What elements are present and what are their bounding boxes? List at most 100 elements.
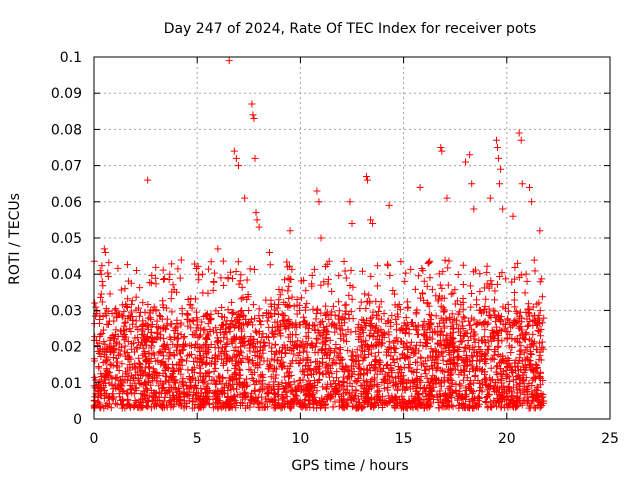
data-point — [249, 335, 257, 343]
data-point — [110, 317, 118, 325]
data-point — [238, 283, 246, 291]
data-point — [371, 398, 379, 406]
data-point — [476, 400, 484, 408]
data-point — [500, 357, 508, 365]
data-point — [198, 359, 206, 367]
data-point — [385, 338, 393, 346]
data-point — [381, 370, 389, 378]
data-point — [113, 338, 121, 346]
data-point — [147, 279, 155, 287]
data-point — [490, 397, 498, 405]
data-point — [287, 404, 295, 412]
data-point — [246, 265, 254, 273]
data-point — [338, 326, 346, 334]
data-point — [202, 335, 210, 343]
data-point — [127, 372, 135, 380]
data-point — [538, 293, 546, 301]
data-point — [211, 351, 219, 359]
data-point — [489, 401, 497, 409]
data-point — [312, 398, 320, 406]
data-point — [303, 340, 311, 348]
data-point — [459, 376, 467, 384]
data-point — [207, 316, 215, 324]
data-point — [418, 289, 426, 297]
data-point — [349, 315, 357, 323]
data-point — [382, 348, 390, 356]
data-point — [133, 266, 141, 274]
data-point — [493, 280, 501, 288]
data-point — [427, 311, 435, 319]
data-point — [317, 234, 325, 242]
data-point — [484, 319, 492, 327]
data-point — [530, 375, 538, 383]
data-point — [513, 386, 521, 394]
data-point — [331, 348, 339, 356]
data-point — [112, 326, 120, 334]
data-point — [312, 365, 320, 373]
data-point — [256, 318, 264, 326]
data-point — [114, 310, 122, 318]
data-point — [252, 209, 260, 217]
data-point — [357, 298, 365, 306]
data-point — [211, 395, 219, 403]
data-point — [96, 267, 104, 275]
data-point — [357, 325, 365, 333]
data-point — [480, 357, 488, 365]
data-point — [324, 393, 332, 401]
data-point — [338, 398, 346, 406]
data-point — [424, 378, 432, 386]
data-point — [102, 348, 110, 356]
data-point — [214, 334, 222, 342]
data-point — [326, 373, 333, 381]
data-point — [399, 326, 407, 334]
data-point — [395, 373, 403, 381]
data-point — [482, 352, 490, 360]
data-point — [333, 368, 341, 376]
data-point — [354, 377, 362, 385]
data-point — [341, 267, 349, 275]
data-point — [389, 287, 397, 295]
x-tick-label: 15 — [395, 431, 413, 447]
data-point — [148, 397, 156, 405]
data-point — [123, 261, 131, 269]
data-point — [422, 370, 430, 378]
data-point — [148, 338, 156, 346]
data-point — [184, 322, 192, 330]
data-point — [279, 363, 287, 371]
data-point — [344, 373, 352, 381]
data-point — [159, 384, 167, 392]
data-point — [227, 268, 235, 276]
data-point — [120, 387, 128, 395]
data-point — [346, 198, 354, 206]
data-point — [295, 301, 303, 309]
data-point — [143, 334, 151, 342]
data-point — [191, 400, 199, 408]
data-point — [342, 301, 350, 309]
data-point — [332, 345, 340, 353]
data-point — [423, 384, 431, 392]
data-point — [356, 365, 364, 373]
data-point — [391, 349, 399, 357]
data-point — [210, 269, 218, 277]
data-point — [232, 370, 240, 378]
data-point — [112, 354, 120, 362]
data-point — [467, 303, 475, 311]
data-point — [353, 378, 361, 386]
data-point — [310, 265, 318, 273]
data-point — [115, 366, 123, 374]
data-point — [433, 364, 441, 372]
data-point — [482, 399, 490, 407]
data-point — [252, 397, 260, 405]
data-point — [177, 319, 185, 327]
data-point — [144, 301, 152, 309]
data-point — [117, 286, 125, 294]
data-point — [422, 343, 430, 351]
data-point — [103, 399, 111, 407]
data-point — [350, 395, 358, 403]
data-point — [299, 355, 307, 363]
data-point — [314, 336, 322, 344]
data-point — [167, 295, 175, 303]
data-point — [307, 358, 315, 366]
data-point — [362, 305, 370, 313]
data-point — [121, 368, 129, 376]
